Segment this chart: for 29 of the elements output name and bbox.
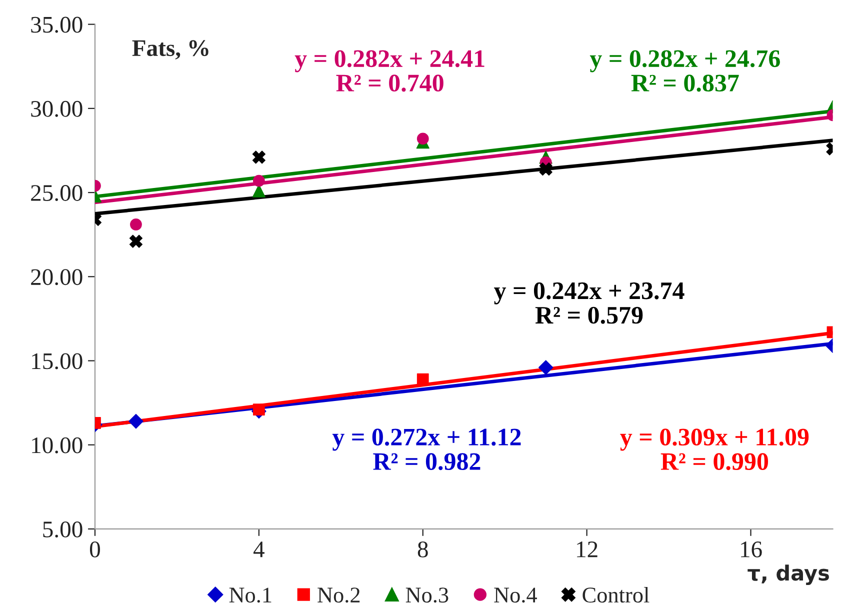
x-tick-label: 12 <box>577 542 598 558</box>
x-tick-label: 16 <box>741 542 762 558</box>
annotation: y = 0.242x + 23.74 R² = 0.579 <box>494 282 684 324</box>
point <box>538 360 554 375</box>
y-tick-label: 20.00 <box>31 269 82 286</box>
x-tick-label: 8 <box>418 541 428 558</box>
point <box>252 174 265 187</box>
point <box>416 132 429 145</box>
point <box>539 162 552 176</box>
y-tick-label: 25.00 <box>31 185 82 202</box>
annotation: y = 0.282x + 24.76 R² = 0.837 <box>590 50 780 92</box>
x-tick-label: 0 <box>90 541 100 558</box>
y-axis-title: Fats, % <box>132 40 208 60</box>
y-tick-label: 10.00 <box>32 437 82 454</box>
annotation: y = 0.272x + 11.12 R² = 0.982 <box>332 428 521 470</box>
y-tick-label: 15.00 <box>32 353 82 370</box>
point <box>252 150 266 164</box>
y-tick-label: 30.00 <box>31 100 82 117</box>
annotation: y = 0.309x + 11.09 R² = 0.990 <box>620 428 809 470</box>
legend-label: No.3 <box>406 588 448 603</box>
y-tick-label: 5.00 <box>43 521 82 538</box>
legend-label: No.2 <box>318 588 360 603</box>
annotation: y = 0.282x + 24.41 R² = 0.740 <box>294 50 484 92</box>
x-axis-title: τ, days <box>748 564 829 585</box>
legend-label: No.4 <box>494 588 537 603</box>
legend-label: Control <box>582 586 650 603</box>
legend-label: No.1 <box>229 588 272 603</box>
x-tick-label: 4 <box>253 542 264 558</box>
y-tick-label: 35.00 <box>31 16 82 33</box>
